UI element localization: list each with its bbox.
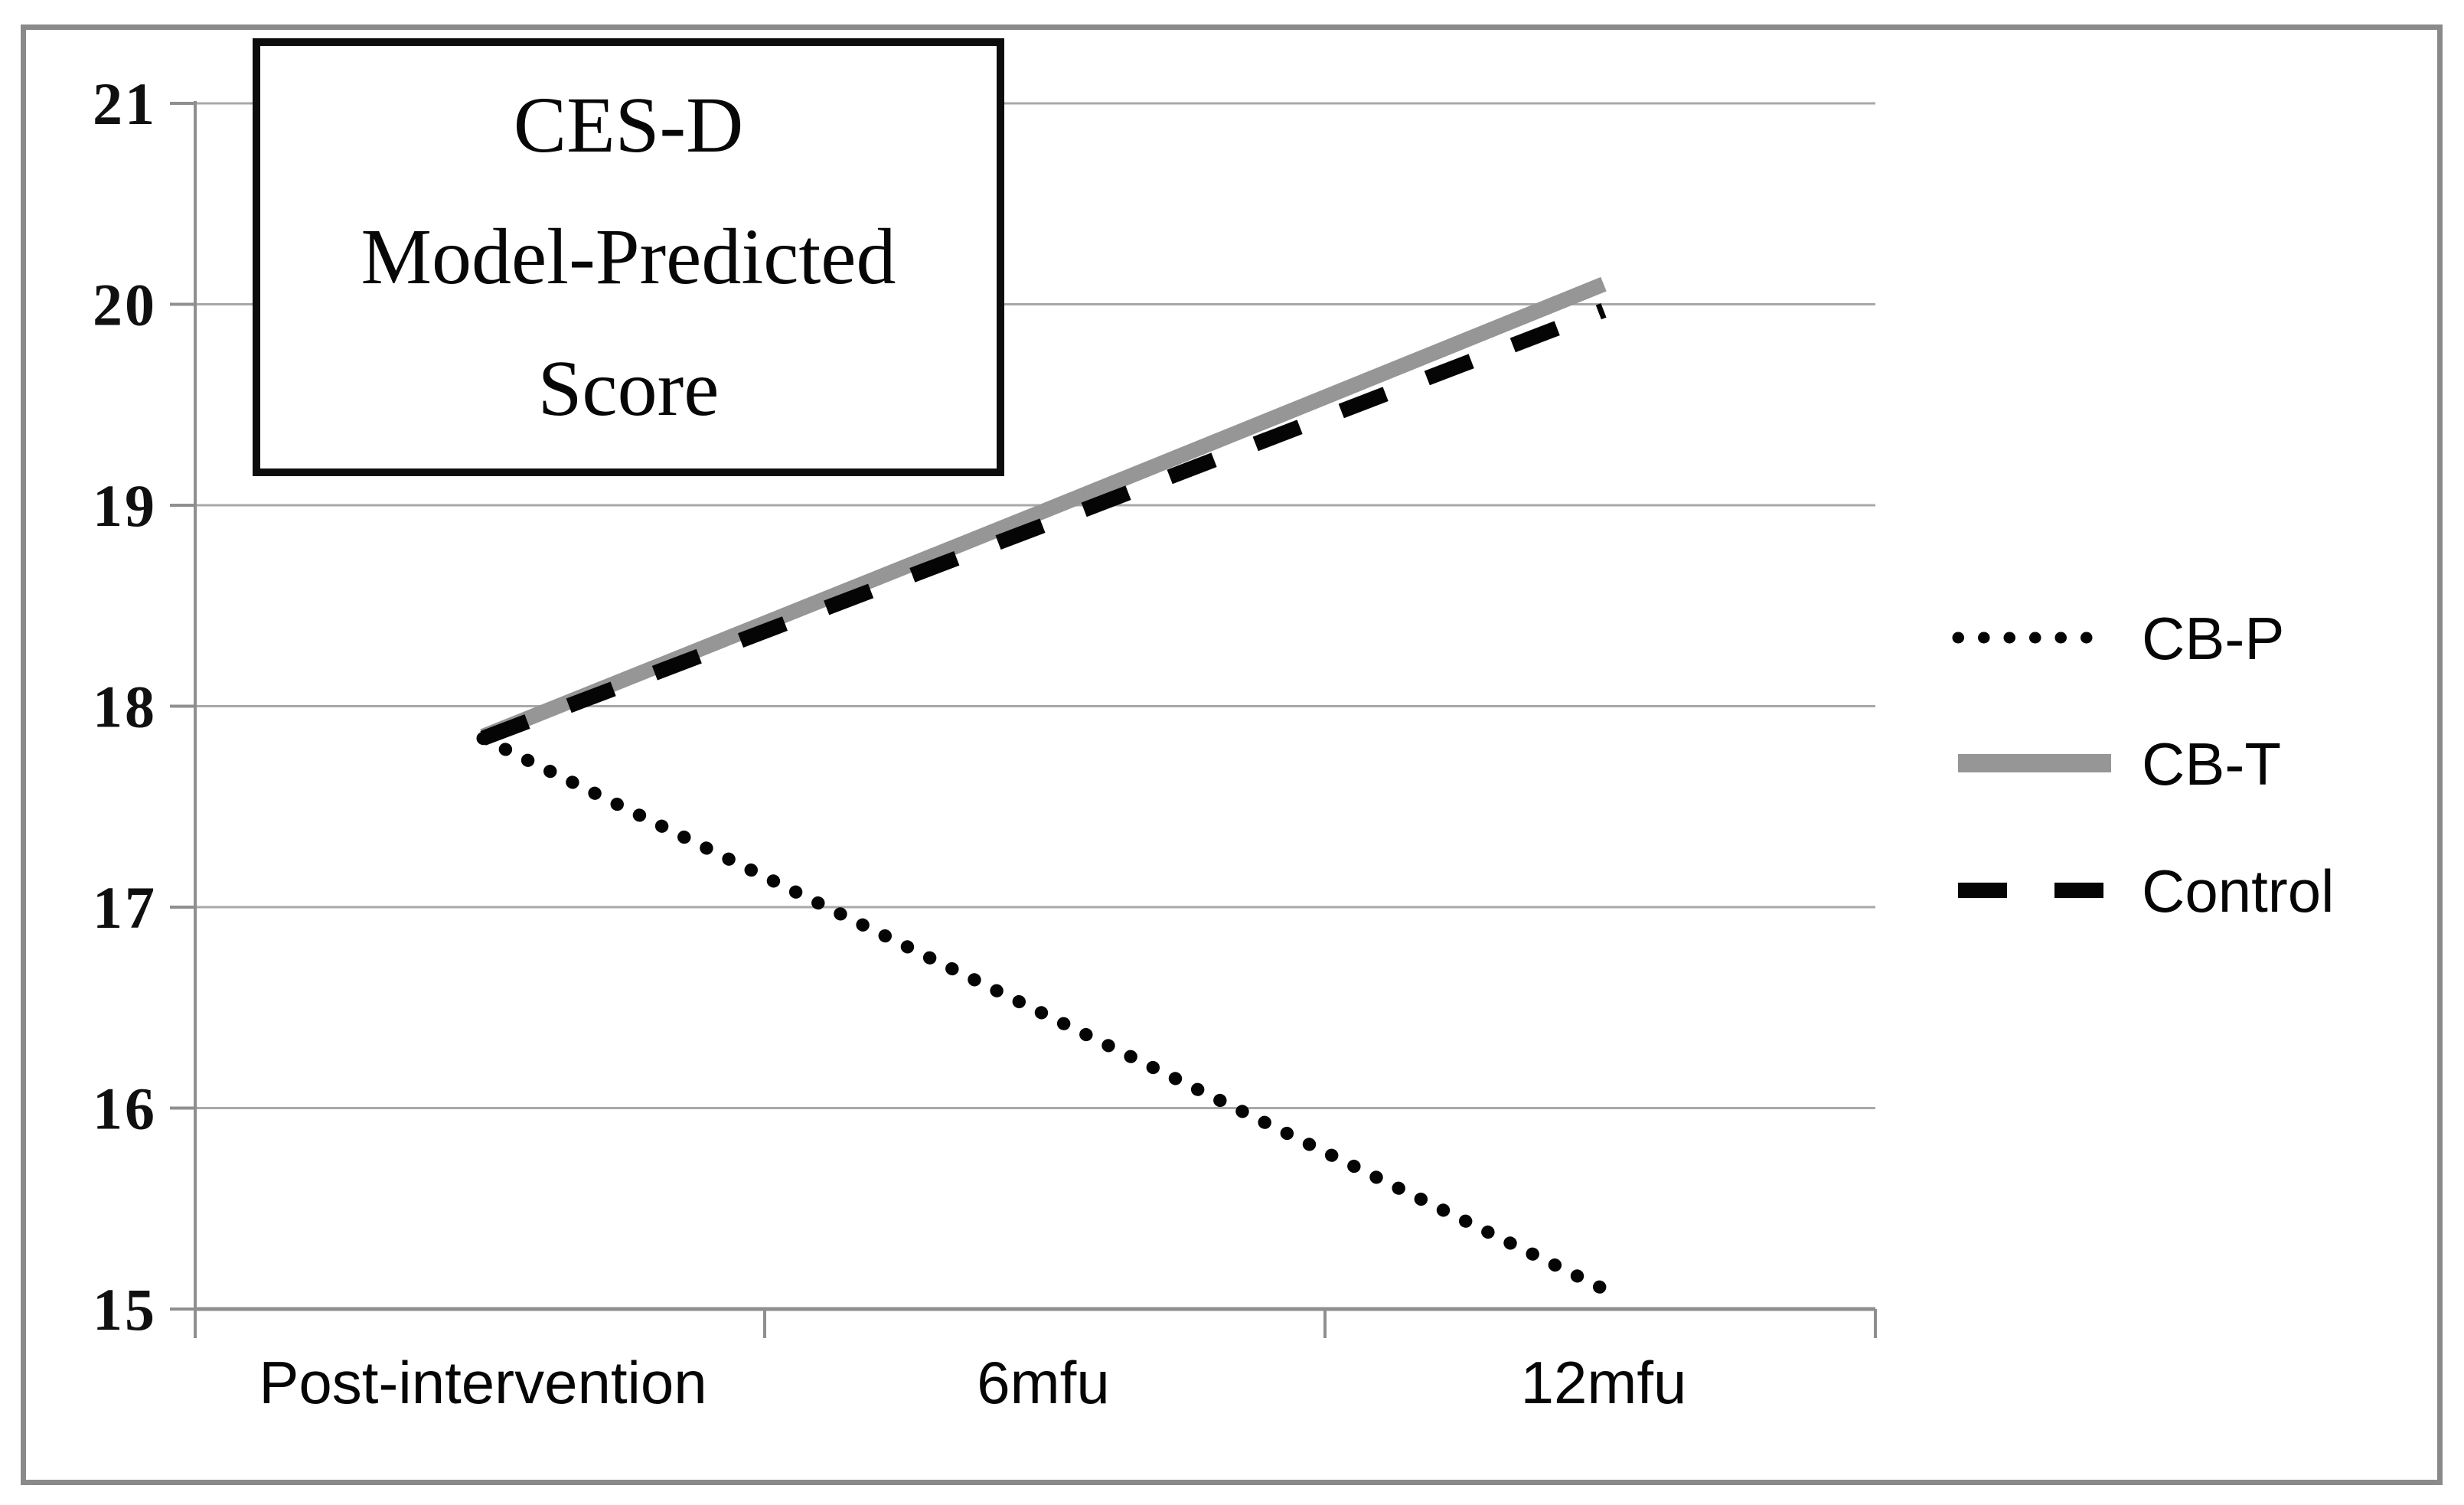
y-axis-labels: 15 16 17 18 19 20 21 (93, 70, 157, 1343)
y-tick-label: 20 (93, 272, 157, 338)
y-tick-label: 17 (93, 874, 157, 941)
chart-title-line: Model-Predicted (361, 213, 896, 301)
legend-label-cb-t: CB-T (2142, 730, 2281, 798)
x-category-label: 6mfu (977, 1349, 1109, 1416)
legend-label-control: Control (2142, 857, 2334, 925)
chart-title-line: Score (537, 344, 720, 433)
series-line-control (480, 303, 1607, 746)
y-tick-label: 15 (93, 1276, 157, 1343)
legend: CB-P CB-T Control (1952, 605, 2334, 925)
series-line-cb-p (476, 732, 1611, 1296)
x-category-label: Post-intervention (259, 1349, 707, 1416)
series-group (476, 276, 1611, 1296)
x-category-label: 12mfu (1521, 1349, 1687, 1416)
chart-title-box: CES-D Model-Predicted Score (253, 38, 1004, 476)
y-tick-label: 19 (93, 472, 157, 539)
legend-label-cb-p: CB-P (2142, 605, 2284, 672)
axes-group (194, 101, 1877, 1338)
chart-title-line: CES-D (513, 81, 744, 169)
y-tick-label: 16 (93, 1076, 157, 1142)
y-tick-label: 21 (93, 70, 157, 137)
x-axis-labels: Post-intervention 6mfu 12mfu (259, 1349, 1686, 1416)
y-tick-label: 18 (93, 674, 157, 740)
